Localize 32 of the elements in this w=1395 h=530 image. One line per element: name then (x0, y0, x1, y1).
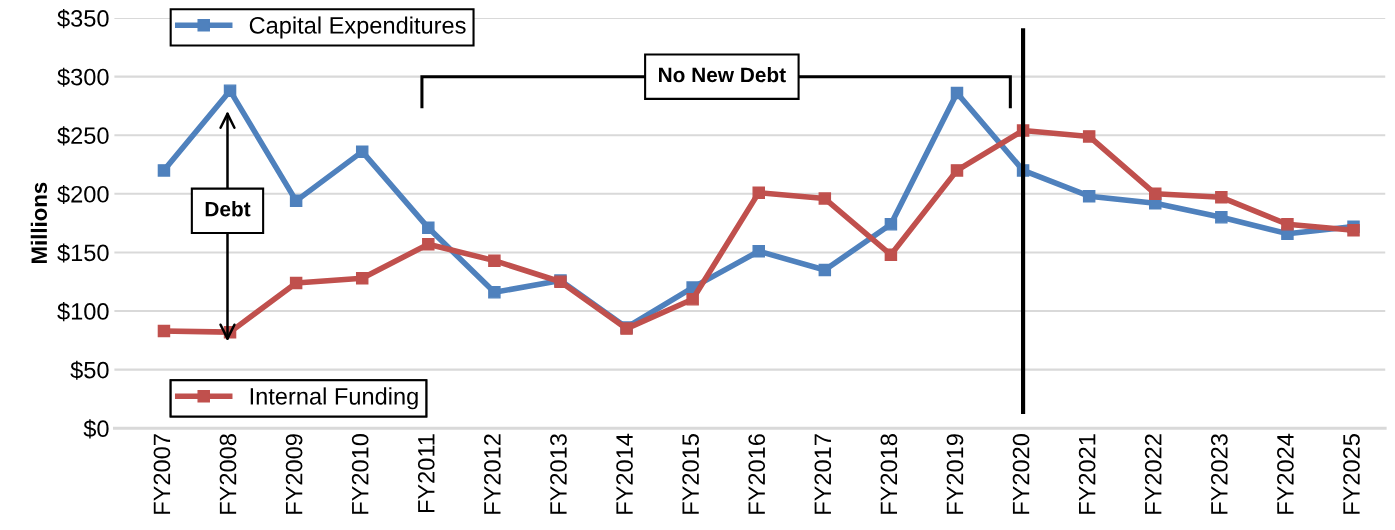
x-tick-label: FY2016 (748, 434, 766, 514)
legend-label: Capital Expenditures (249, 16, 466, 39)
x-tick-label: FY2022 (1144, 434, 1162, 514)
x-tick-label: FY2015 (682, 434, 699, 514)
annotation: No New Debt (659, 66, 786, 83)
x-tick-label: FY2021 (1078, 434, 1096, 514)
annotation: Debt (205, 201, 251, 217)
y-tick-label: $300 (57, 67, 109, 87)
y-tick-label: $0 (83, 419, 109, 439)
x-tick-label: FY2011 (417, 434, 435, 513)
y-tick-label: $100 (57, 302, 109, 322)
x-tick-label: FY2017 (814, 434, 832, 514)
x-tick-label: FY2010 (351, 434, 369, 514)
x-tick-label: FY2025 (1343, 434, 1360, 514)
y-tick-label: $350 (57, 9, 109, 29)
y-tick-label: $200 (57, 184, 109, 205)
legend-label: Internal Funding (250, 387, 418, 410)
y-axis-title: Millions (30, 182, 48, 263)
x-tick-label: FY2009 (285, 434, 303, 514)
x-tick-label: FY2012 (484, 434, 501, 514)
x-tick-label: FY2014 (616, 433, 633, 514)
y-tick-label: $150 (57, 243, 109, 263)
x-tick-label: FY2018 (880, 434, 898, 514)
x-tick-label: FY2008 (219, 434, 237, 514)
y-tick-label: $50 (70, 360, 109, 380)
y-tick-label: $250 (57, 126, 109, 146)
x-tick-label: FY2020 (1012, 434, 1030, 514)
x-tick-label: FY2024 (1277, 433, 1294, 514)
x-tick-label: FY2023 (1210, 434, 1228, 514)
x-tick-label: FY2007 (153, 434, 171, 514)
x-tick-label: FY2019 (946, 434, 964, 514)
x-tick-label: FY2013 (550, 434, 567, 514)
